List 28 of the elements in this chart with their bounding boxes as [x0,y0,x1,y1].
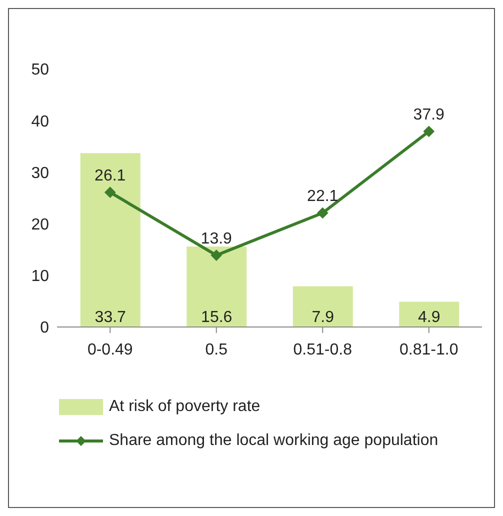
y-tick-label: 0 [40,320,50,337]
x-tick-label: 0.5 [205,341,228,358]
data-label: 13.9 [200,230,232,248]
x-tick-label: 0-0.49 [87,341,133,358]
legend-label: At risk of poverty rate [109,397,260,417]
x-tick-label: 0.51-0.8 [293,341,352,358]
point [317,207,328,218]
point [104,186,116,198]
data-label: 33.7 [94,309,126,326]
x-tick-label: 0.81-1.0 [400,341,458,358]
bar [292,286,353,327]
legend-label: Share among the local working age population [109,431,438,451]
data-label: 15.6 [201,309,232,326]
y-tick-label: 40 [31,113,50,130]
data-label: 22.1 [307,188,338,205]
y-tick-label: 20 [31,216,50,234]
y-tick-label: 50 [31,62,50,79]
data-label: 4.9 [418,309,440,326]
y-tick-label: 30 [31,164,50,182]
point [423,126,434,137]
data-label: 37.9 [413,106,445,124]
bar [399,302,460,327]
point [210,250,222,261]
bar [80,153,140,327]
data-label: 7.9 [312,309,334,326]
bar [186,246,247,327]
data-label: 26.1 [94,167,126,184]
y-tick-label: 10 [31,268,50,286]
